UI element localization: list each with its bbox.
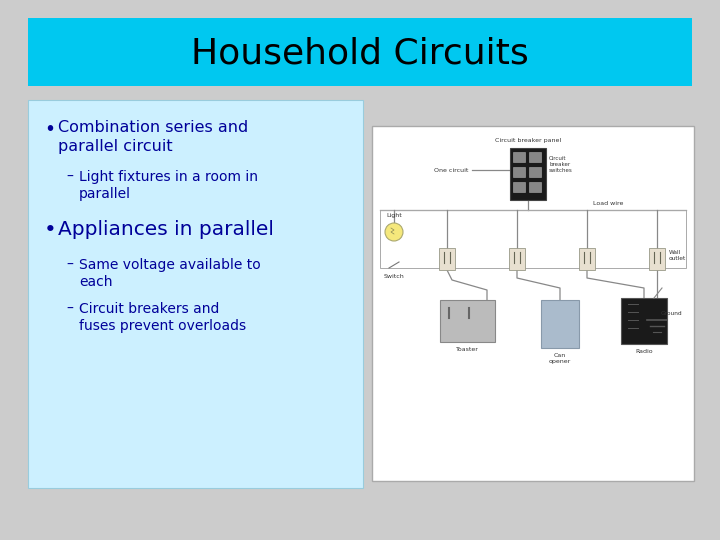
- Bar: [440, 300, 495, 342]
- Bar: [380, 210, 686, 268]
- Text: Light: Light: [386, 213, 402, 218]
- Text: •: •: [44, 220, 57, 240]
- Bar: [649, 248, 665, 270]
- Text: One circuit: One circuit: [433, 167, 468, 172]
- Text: Combination series and
parallel circuit: Combination series and parallel circuit: [58, 120, 248, 154]
- Bar: [529, 167, 541, 177]
- Bar: [621, 298, 667, 344]
- Bar: [28, 18, 692, 86]
- Bar: [541, 300, 579, 348]
- Text: Same voltage available to
each: Same voltage available to each: [79, 258, 261, 289]
- Bar: [513, 167, 525, 177]
- Bar: [529, 152, 541, 162]
- Bar: [510, 148, 546, 200]
- Text: Can
opener: Can opener: [549, 353, 571, 364]
- Text: Switch: Switch: [384, 274, 405, 279]
- Text: Household Circuits: Household Circuits: [191, 37, 529, 71]
- Text: Circuit breaker panel: Circuit breaker panel: [495, 138, 561, 143]
- Bar: [513, 182, 525, 192]
- Text: Circuit
breaker
switches: Circuit breaker switches: [549, 156, 572, 173]
- Bar: [529, 182, 541, 192]
- Text: Circuit breakers and
fuses prevent overloads: Circuit breakers and fuses prevent overl…: [79, 302, 246, 333]
- Text: –: –: [66, 302, 73, 316]
- Text: Load wire: Load wire: [593, 201, 624, 206]
- Bar: [372, 126, 694, 481]
- Text: Ground: Ground: [661, 311, 683, 316]
- Text: –: –: [66, 258, 73, 272]
- Bar: [28, 100, 363, 488]
- Text: Wall
outlet: Wall outlet: [669, 250, 686, 261]
- Text: •: •: [44, 120, 55, 139]
- Bar: [579, 248, 595, 270]
- Bar: [509, 248, 525, 270]
- Text: Appliances in parallel: Appliances in parallel: [58, 220, 274, 239]
- Text: –: –: [66, 170, 73, 184]
- Text: Toaster: Toaster: [456, 347, 478, 352]
- Text: Light fixtures in a room in
parallel: Light fixtures in a room in parallel: [79, 170, 258, 201]
- Circle shape: [385, 223, 403, 241]
- Text: Radio: Radio: [635, 349, 653, 354]
- Bar: [439, 248, 455, 270]
- Bar: [513, 152, 525, 162]
